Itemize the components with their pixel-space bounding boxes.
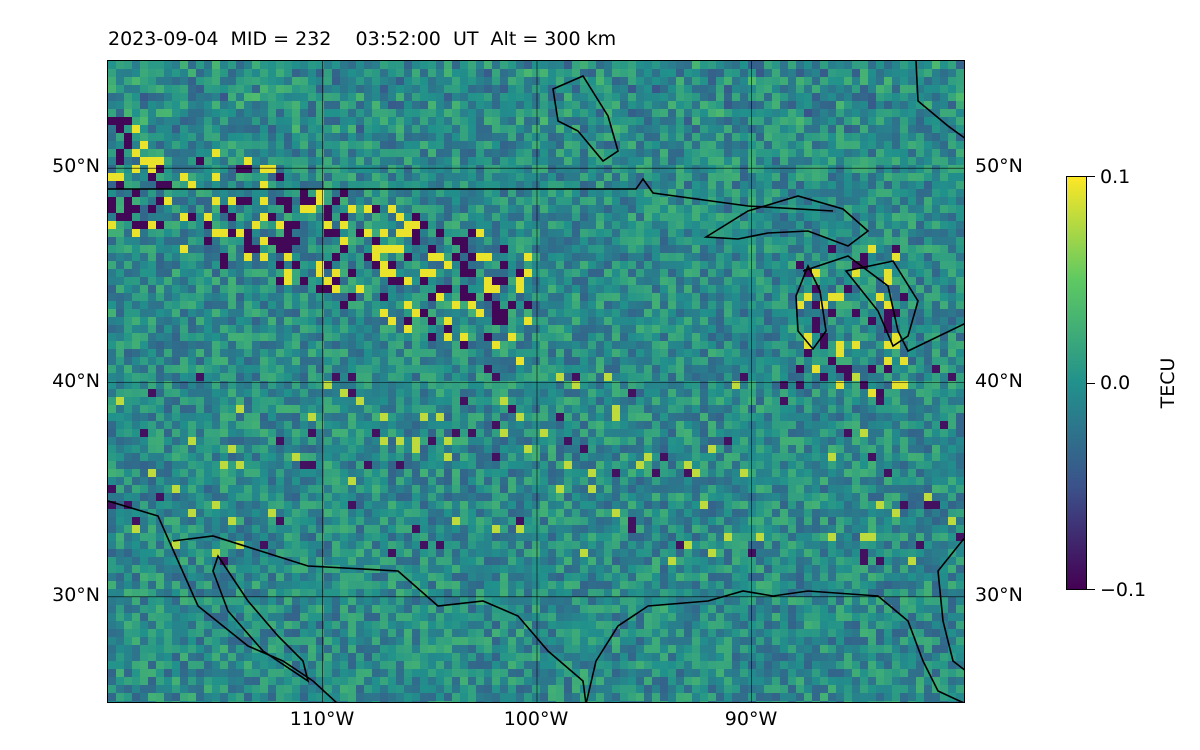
michigan-peninsula (802, 255, 964, 353)
lake-superior-outline (703, 195, 870, 247)
tec-map-canvas (108, 61, 964, 702)
northeast-coast (915, 61, 964, 139)
baja-peninsula (108, 500, 338, 702)
colorbar-title: TECU (1157, 357, 1179, 409)
colorbar-label-min: −0.1 (1100, 579, 1147, 601)
gulf-of-california (212, 554, 310, 683)
lon-label-110w: 110°W (289, 708, 355, 730)
colorbar (1066, 176, 1087, 590)
coastlines-and-borders (108, 61, 964, 702)
lat-label-40n-left: 40°N (52, 370, 100, 392)
florida-coast (937, 537, 964, 671)
colorbar-tick-mid (1087, 383, 1095, 384)
hudson-bay-coast (552, 74, 619, 163)
lon-label-90w: 90°W (724, 708, 778, 730)
lat-label-50n-left: 50°N (52, 155, 100, 177)
colorbar-tick-bottom (1087, 589, 1095, 590)
lat-label-40n-right: 40°N (975, 370, 1023, 392)
colorbar-label-max: 0.1 (1100, 166, 1131, 188)
lat-label-50n-right: 50°N (975, 155, 1023, 177)
tec-map (107, 60, 965, 703)
colorbar-tick-top (1087, 176, 1095, 177)
lat-label-30n-right: 30°N (975, 584, 1023, 606)
tec-pixel-field (108, 61, 964, 702)
graticule (108, 61, 964, 702)
us-mexico-border (172, 535, 587, 702)
plot-title: 2023-09-04 MID = 232 03:52:00 UT Alt = 3… (108, 28, 617, 50)
gulf-coast (585, 590, 964, 702)
lon-label-100w: 100°W (503, 708, 569, 730)
lake-michigan-outline (795, 264, 827, 351)
lat-label-30n-left: 30°N (52, 584, 100, 606)
lake-huron-outline (844, 260, 919, 348)
colorbar-label-zero: 0.0 (1100, 372, 1131, 394)
